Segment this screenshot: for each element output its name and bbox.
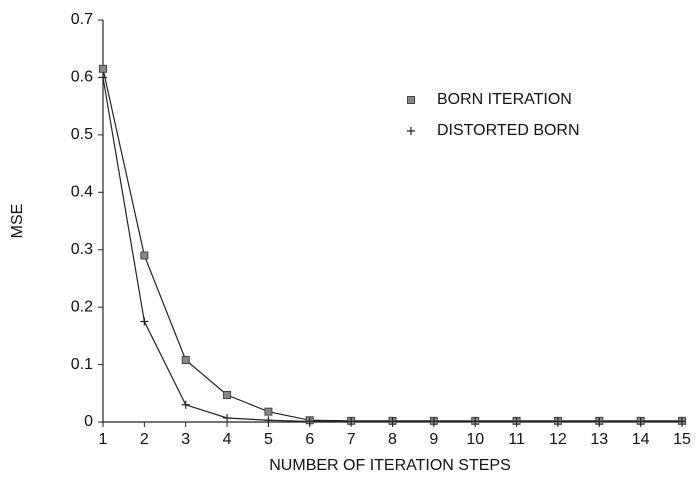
x-tick-label: 6 [305,431,314,448]
x-tick-label: 3 [181,431,190,448]
x-tick-label: 7 [347,431,356,448]
x-tick-label: 12 [549,431,567,448]
y-tick-label: 0.3 [71,241,93,258]
y-tick-label: 0.1 [71,356,93,373]
point [181,400,190,409]
y-tick-label: 0.4 [71,184,93,201]
point [223,413,232,422]
point [636,417,645,426]
x-tick-label: 13 [590,431,608,448]
x-tick-label: 10 [466,431,484,448]
series-line [102,68,682,422]
point [678,417,686,426]
point [264,407,273,416]
point [471,417,480,426]
legend-label: BORN ITERATION [437,91,572,108]
point [429,417,438,426]
y-tick-label: 0.7 [71,11,93,28]
point [99,64,107,73]
point [595,417,604,426]
y-tick-label: 0.2 [71,298,93,315]
x-tick-label: 8 [388,431,397,448]
point [553,417,562,426]
series-line [102,77,682,423]
point [388,417,397,426]
point [347,417,356,426]
point [181,355,190,364]
x-tick-label: 5 [264,431,273,448]
x-tick-label: 14 [632,431,650,448]
y-tick-label: 0.5 [71,126,93,143]
y-tick-label: 0 [84,413,93,430]
legend-label: DISTORTED BORN [437,122,580,139]
x-tick-label: 15 [673,431,691,448]
x-tick-label: 4 [223,431,232,448]
point [140,251,149,260]
x-axis-label: NUMBER OF ITERATION STEPS [269,457,511,474]
x-tick-label: 2 [140,431,149,448]
x-tick-label: 11 [508,431,525,448]
y-tick-label: 0.6 [71,69,93,86]
point [223,391,232,400]
legend-marker [407,96,415,104]
point [99,73,107,82]
point [264,416,273,425]
point [512,417,521,426]
legend-marker [407,127,415,135]
point [140,317,149,326]
y-axis-label: MSE [9,204,26,239]
x-tick-label: 9 [429,431,438,448]
x-tick-label: 1 [99,431,108,448]
point [305,417,314,426]
